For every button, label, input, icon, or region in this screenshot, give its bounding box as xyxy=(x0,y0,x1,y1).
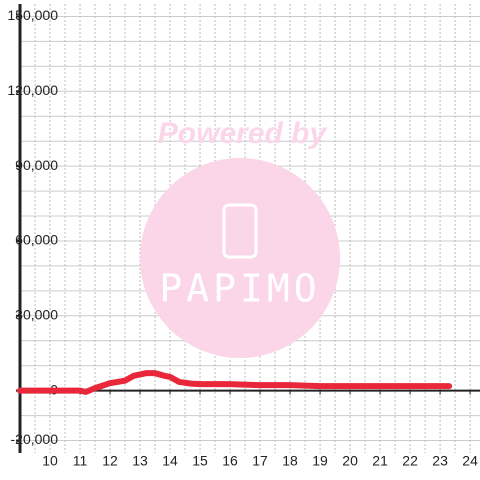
y-tick-label: -20,000 xyxy=(11,431,59,447)
line xyxy=(17,370,453,395)
x-tick-label: 23 xyxy=(432,453,448,469)
watermark-text: Powered by xyxy=(158,117,328,150)
x-tick-label: 13 xyxy=(132,453,148,469)
x-tick-label: 14 xyxy=(162,453,178,469)
x-tick-label: 15 xyxy=(192,453,208,469)
x-tick-label: 19 xyxy=(312,453,328,469)
watermark: Powered by PAPIMO xyxy=(140,117,340,358)
x-tick-label: 20 xyxy=(342,453,358,469)
x-tick-label: 11 xyxy=(73,453,88,469)
watermark-logo: PAPIMO xyxy=(159,267,320,311)
y-tick-label: 120,000 xyxy=(7,82,58,98)
watermark-icon xyxy=(222,203,258,259)
x-tick-label: 22 xyxy=(402,453,418,469)
x-tick-label: 10 xyxy=(42,453,58,469)
x-tick-label: 16 xyxy=(222,453,238,469)
y-tick-label: 30,000 xyxy=(15,307,58,323)
x-tick-label: 12 xyxy=(102,453,118,469)
y-tick-label: 60,000 xyxy=(15,232,58,248)
x-tick-label: 21 xyxy=(372,453,388,469)
x-tick-label: 17 xyxy=(252,453,268,469)
x-tick-label: 18 xyxy=(282,453,298,469)
y-tick-label: 150,000 xyxy=(7,7,58,23)
y-tick-label: 90,000 xyxy=(15,157,58,173)
x-tick-label: 24 xyxy=(462,453,478,469)
